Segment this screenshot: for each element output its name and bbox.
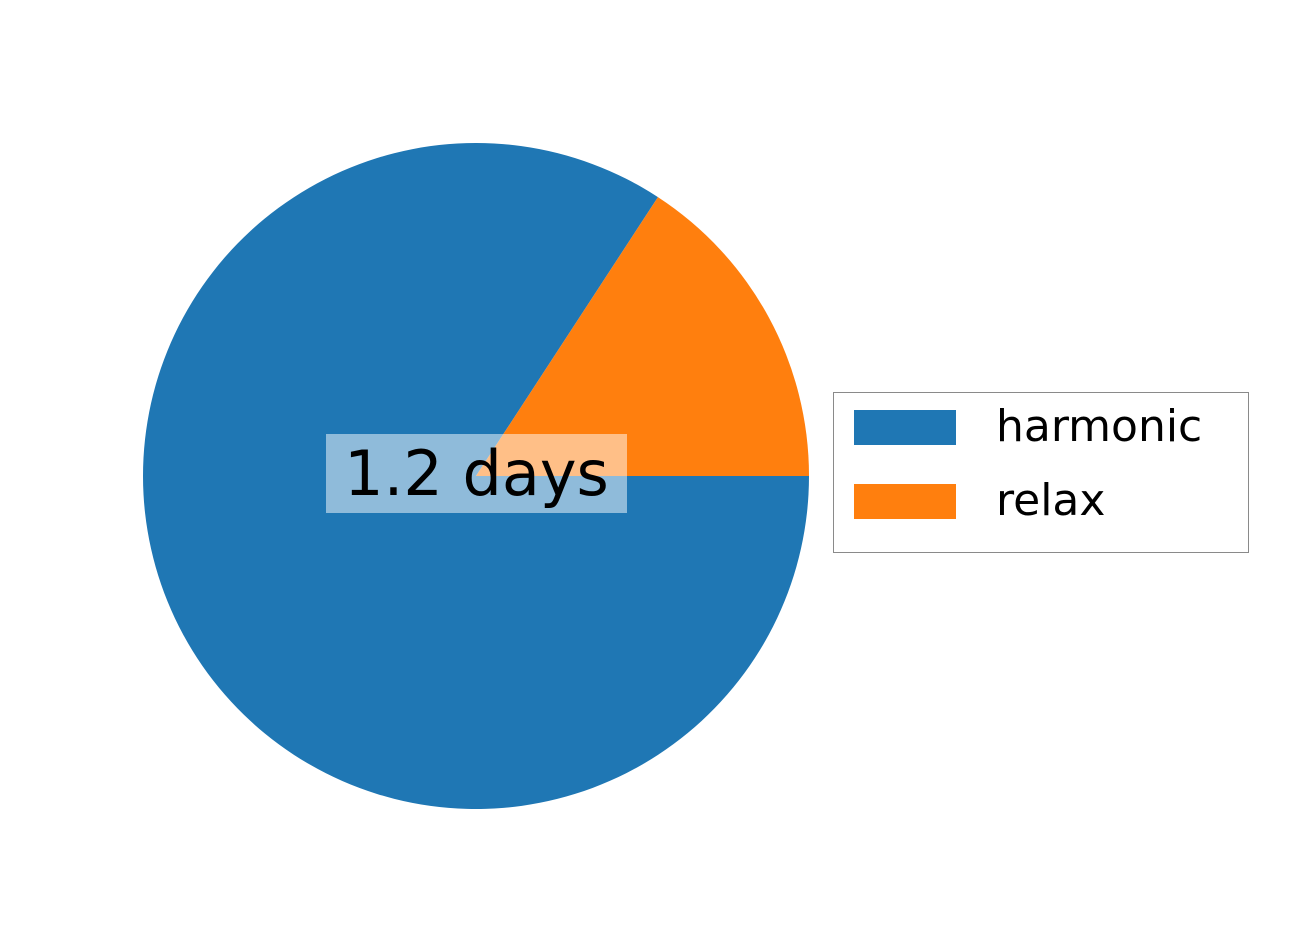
pie-center-label: 1.2 days	[326, 434, 627, 513]
legend-label-relax: relax	[996, 475, 1106, 526]
legend-entry-list: harmonic relax	[834, 393, 1248, 552]
legend-swatch-harmonic	[854, 409, 956, 445]
pie-slice-relax[interactable]	[476, 197, 809, 476]
legend-entry-relax[interactable]: relax	[854, 479, 1105, 523]
legend-box: harmonic relax	[833, 392, 1249, 553]
legend-label-harmonic: harmonic	[996, 401, 1203, 452]
legend-swatch-relax	[854, 483, 956, 519]
legend-entry-harmonic[interactable]: harmonic	[854, 405, 1202, 449]
